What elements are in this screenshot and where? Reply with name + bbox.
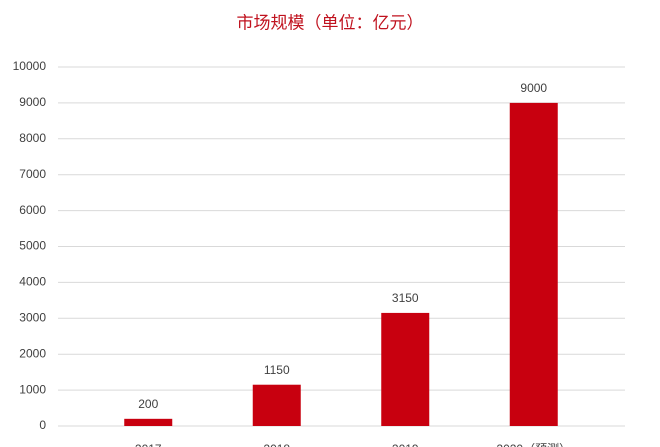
value-label: 1150 [264, 363, 290, 377]
y-tick-label: 6000 [19, 203, 46, 217]
value-label: 9000 [520, 81, 547, 95]
x-tick-label: 2018 [263, 442, 290, 447]
y-tick-label: 3000 [19, 310, 46, 324]
bar [252, 384, 301, 426]
y-tick-label: 5000 [19, 239, 46, 253]
y-tick-label: 0 [39, 418, 46, 432]
x-tick-label: 2020（预测） [496, 442, 571, 447]
value-label: 200 [138, 397, 158, 411]
y-tick-label: 10000 [13, 59, 47, 73]
y-tick-label: 7000 [19, 167, 46, 181]
x-tick-label: 2017 [135, 442, 162, 447]
chart-title: 市场规模（单位：亿元） [237, 13, 424, 32]
y-tick-label: 4000 [19, 275, 46, 289]
y-tick-label: 8000 [19, 131, 46, 145]
bar [124, 418, 173, 426]
bar [381, 312, 430, 426]
y-tick-label: 1000 [19, 382, 46, 396]
value-label: 3150 [392, 291, 419, 305]
x-tick-label: 2019 [392, 442, 419, 447]
bar [509, 102, 558, 427]
y-tick-label: 9000 [19, 95, 46, 109]
y-tick-label: 2000 [19, 346, 46, 360]
